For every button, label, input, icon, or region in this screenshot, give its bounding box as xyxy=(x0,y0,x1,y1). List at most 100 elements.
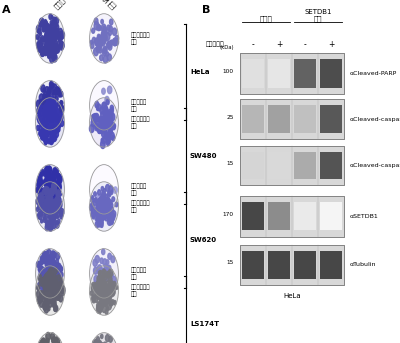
Circle shape xyxy=(48,188,52,194)
Circle shape xyxy=(102,288,106,294)
Circle shape xyxy=(46,198,48,201)
Circle shape xyxy=(40,23,42,27)
Circle shape xyxy=(52,188,56,193)
Circle shape xyxy=(51,105,53,109)
Circle shape xyxy=(40,340,44,343)
Circle shape xyxy=(59,105,64,113)
Circle shape xyxy=(41,188,43,192)
Text: 저산소환경: 저산소환경 xyxy=(206,42,225,47)
Circle shape xyxy=(43,277,46,281)
Circle shape xyxy=(106,267,110,273)
Circle shape xyxy=(37,42,41,49)
Circle shape xyxy=(91,197,94,203)
Circle shape xyxy=(104,107,108,114)
Circle shape xyxy=(46,106,51,114)
Circle shape xyxy=(108,209,110,214)
Circle shape xyxy=(102,102,106,109)
Circle shape xyxy=(49,224,53,231)
Circle shape xyxy=(47,276,49,280)
Circle shape xyxy=(105,33,110,41)
Circle shape xyxy=(98,125,101,130)
Circle shape xyxy=(42,134,47,142)
Circle shape xyxy=(52,122,56,128)
Circle shape xyxy=(51,43,53,47)
Circle shape xyxy=(47,117,49,121)
Circle shape xyxy=(112,135,115,141)
Circle shape xyxy=(110,19,113,25)
Circle shape xyxy=(45,289,49,295)
Circle shape xyxy=(44,274,48,280)
Circle shape xyxy=(56,117,60,123)
Circle shape xyxy=(44,38,46,42)
Text: 25: 25 xyxy=(226,115,234,120)
Circle shape xyxy=(48,119,52,127)
Circle shape xyxy=(48,269,52,275)
Circle shape xyxy=(112,28,117,35)
Circle shape xyxy=(47,188,51,195)
Circle shape xyxy=(56,273,61,281)
Circle shape xyxy=(97,24,100,31)
Circle shape xyxy=(54,288,56,292)
Circle shape xyxy=(56,173,60,180)
Circle shape xyxy=(46,172,48,176)
Circle shape xyxy=(55,286,59,293)
Circle shape xyxy=(44,114,47,118)
Circle shape xyxy=(50,111,55,119)
Circle shape xyxy=(58,34,62,41)
Circle shape xyxy=(43,105,48,114)
Circle shape xyxy=(45,43,48,48)
Circle shape xyxy=(56,117,58,122)
Text: LS174T: LS174T xyxy=(190,321,219,327)
Circle shape xyxy=(48,103,52,109)
Circle shape xyxy=(98,194,101,200)
Circle shape xyxy=(106,213,109,218)
Circle shape xyxy=(106,112,108,116)
Circle shape xyxy=(54,48,56,52)
Circle shape xyxy=(48,205,51,210)
Circle shape xyxy=(53,55,56,60)
Circle shape xyxy=(91,203,93,207)
Circle shape xyxy=(58,201,62,208)
Circle shape xyxy=(52,126,56,134)
Circle shape xyxy=(46,285,50,292)
Circle shape xyxy=(52,172,56,179)
Circle shape xyxy=(36,14,64,63)
Circle shape xyxy=(48,38,50,42)
Circle shape xyxy=(45,137,48,141)
Circle shape xyxy=(46,123,50,129)
Circle shape xyxy=(55,283,59,289)
Circle shape xyxy=(47,196,51,203)
Circle shape xyxy=(52,108,56,115)
Circle shape xyxy=(54,214,56,219)
Circle shape xyxy=(50,100,52,104)
Circle shape xyxy=(40,173,42,177)
Text: B: B xyxy=(202,5,210,15)
Circle shape xyxy=(57,275,60,280)
Circle shape xyxy=(59,32,62,37)
Circle shape xyxy=(48,199,50,204)
Circle shape xyxy=(47,273,50,279)
Circle shape xyxy=(103,290,107,296)
Circle shape xyxy=(43,188,46,192)
Circle shape xyxy=(94,48,98,56)
Circle shape xyxy=(95,221,99,228)
Circle shape xyxy=(45,225,49,231)
Circle shape xyxy=(38,108,43,115)
Circle shape xyxy=(46,114,49,119)
Circle shape xyxy=(50,273,54,279)
Circle shape xyxy=(101,293,106,300)
Circle shape xyxy=(48,202,52,209)
Circle shape xyxy=(39,266,43,272)
Text: HeLa: HeLa xyxy=(283,293,301,299)
Circle shape xyxy=(52,92,56,98)
Circle shape xyxy=(52,185,55,189)
Circle shape xyxy=(54,126,58,134)
Circle shape xyxy=(48,118,53,127)
Circle shape xyxy=(43,338,45,342)
Circle shape xyxy=(48,207,51,212)
Circle shape xyxy=(48,123,50,126)
Circle shape xyxy=(103,37,106,42)
Circle shape xyxy=(106,295,108,299)
Circle shape xyxy=(52,201,54,204)
Circle shape xyxy=(44,300,48,308)
